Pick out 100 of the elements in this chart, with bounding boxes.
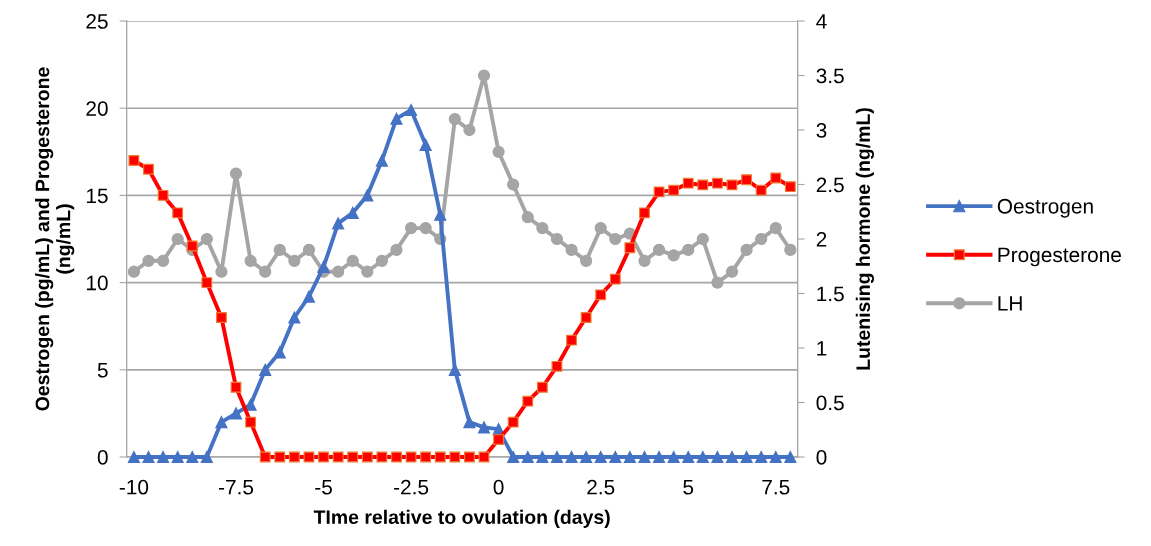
point [521,450,534,464]
point [390,243,403,257]
point [725,450,739,464]
x-tick-label: 0 [493,479,504,495]
point [682,177,694,189]
point [507,416,519,428]
point [755,184,767,196]
point [229,167,243,180]
point [522,395,534,407]
y2-tick-label: 2.5 [816,177,844,193]
point [420,451,432,463]
legend-label: LH [998,296,1022,311]
point [755,232,768,246]
point [477,69,491,82]
point [288,311,301,324]
x-axis-title: TIme relative to ovulation (days) [313,509,610,528]
point [740,450,753,464]
point [507,450,520,464]
point [142,254,155,267]
point [507,178,520,191]
point [434,208,447,221]
point [609,232,622,246]
legend-label: Progesterone [998,247,1121,267]
point [127,450,141,464]
y-tick-label: 10 [86,275,108,291]
point [550,232,564,246]
point [317,260,330,274]
point [769,222,782,235]
point [419,138,432,151]
point [536,381,548,393]
point [404,222,418,235]
point [697,179,709,191]
point [449,451,461,463]
point [711,450,724,464]
point [682,243,695,257]
point [652,450,666,464]
point [493,434,505,445]
point [565,450,578,464]
point [156,450,170,464]
point [273,243,286,257]
y2-tick-label: 3 [816,123,827,138]
point [624,242,636,254]
point [711,177,723,189]
x-tick-label: 5 [683,479,694,495]
point [434,451,446,463]
point [229,407,243,420]
point [594,450,607,464]
point [755,450,768,464]
point [332,451,344,463]
point [667,249,680,262]
x-tick-label: -5 [315,479,332,495]
point [171,450,184,464]
point [346,206,359,219]
point [580,450,593,464]
point [391,451,402,463]
point [375,154,389,167]
point [521,211,534,224]
point [142,450,155,464]
point [463,416,476,429]
point [652,243,666,257]
point [566,334,577,346]
point [332,265,345,278]
point [770,172,782,184]
point [376,451,388,463]
point [361,451,373,463]
point [741,174,753,186]
y2-tick-label: 0 [816,450,827,465]
y2-tick-label: 1 [817,341,827,356]
x-tick-label: -2.5 [394,479,429,495]
point [186,240,198,252]
y2-tick-label: 2 [816,232,827,247]
point [186,450,199,464]
point [318,451,329,463]
point [156,254,170,267]
point [143,163,154,175]
point [172,207,184,219]
point [623,450,636,464]
point [128,155,140,166]
x-tick-label: 2.5 [587,479,615,495]
point [215,265,228,278]
point [609,450,622,464]
x-tick-label: -10 [119,479,149,495]
point [536,450,549,464]
point [682,450,695,464]
point [667,450,680,464]
point [536,222,549,235]
point [580,312,592,323]
point [215,416,228,429]
point [361,265,374,278]
point [230,381,242,393]
y2-tick-label: 4 [816,14,827,29]
point [259,363,272,376]
point [551,360,563,372]
point [274,451,286,463]
y-tick-label: 0 [97,450,108,465]
point [639,207,650,219]
point [332,217,345,230]
point [127,265,141,278]
point [594,222,607,235]
point [288,451,300,463]
